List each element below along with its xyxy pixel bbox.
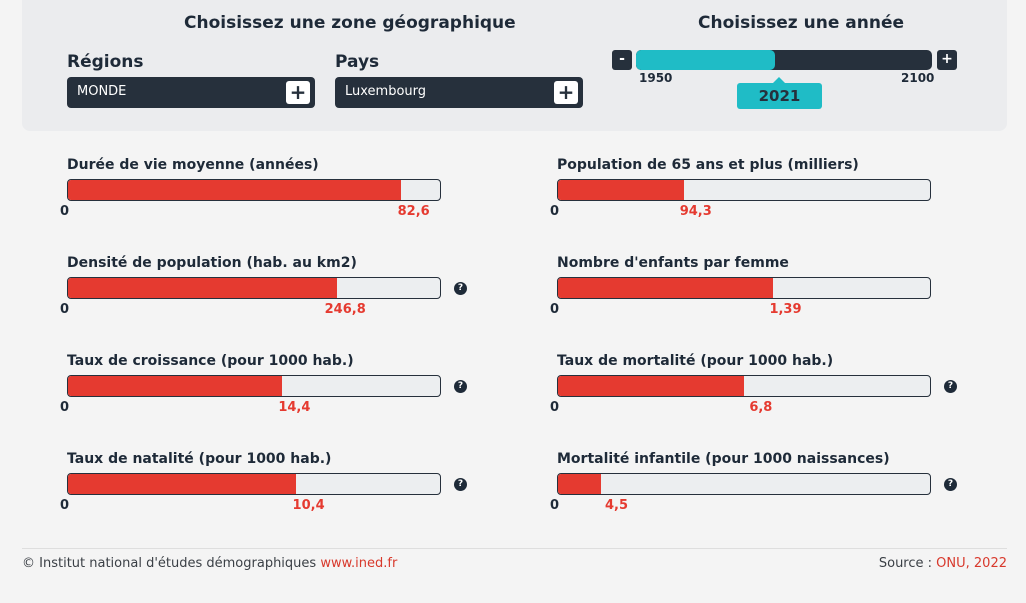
indicator-bar-fill — [68, 278, 338, 298]
indicator-zero-label: 0 — [60, 204, 70, 219]
footer-copyright: © Institut national d'études démographiq… — [22, 556, 397, 571]
indicator-block: Mortalité infantile (pour 1000 naissance… — [550, 451, 977, 531]
year-max-label: 2100 — [901, 71, 935, 85]
indicator-bar — [557, 277, 931, 299]
regions-add-button[interactable]: + — [286, 81, 310, 104]
indicator-bar — [67, 473, 441, 495]
regions-value: MONDE — [77, 84, 127, 99]
indicator-zero-label: 0 — [550, 204, 560, 219]
indicator-value-label: 10,4 — [292, 498, 325, 513]
year-min-label: 1950 — [639, 71, 673, 85]
zone-title: Choisissez une zone géographique — [184, 13, 516, 33]
indicator-bar — [67, 179, 441, 201]
indicator-block: Population de 65 ans et plus (milliers) 0… — [550, 157, 977, 237]
indicator-title: Mortalité infantile (pour 1000 naissance… — [557, 451, 890, 467]
pays-label: Pays — [335, 52, 380, 72]
indicator-bar — [67, 375, 441, 397]
indicator-value-label: 1,39 — [769, 302, 802, 317]
indicator-bar — [557, 179, 931, 201]
footer-divider — [22, 548, 1007, 549]
indicator-block: Taux de croissance (pour 1000 hab.) 0 14,4… — [60, 353, 487, 433]
indicator-block: Taux de natalité (pour 1000 hab.) 0 10,4? — [60, 451, 487, 531]
indicator-zero-label: 0 — [60, 400, 70, 415]
indicator-bar — [557, 375, 931, 397]
help-icon[interactable]: ? — [944, 478, 957, 491]
copyright-text: © Institut national d'études démographiq… — [22, 556, 317, 571]
help-icon[interactable]: ? — [944, 380, 957, 393]
year-slider-fill — [636, 50, 776, 70]
indicator-title: Taux de mortalité (pour 1000 hab.) — [557, 353, 834, 369]
help-icon[interactable]: ? — [454, 478, 467, 491]
indicator-title: Durée de vie moyenne (années) — [67, 157, 319, 173]
indicator-bar-fill — [558, 278, 774, 298]
indicator-block: Durée de vie moyenne (années) 0 82,6 — [60, 157, 487, 237]
indicator-title: Taux de croissance (pour 1000 hab.) — [67, 353, 354, 369]
indicator-bar-fill — [558, 376, 745, 396]
indicator-block: Densité de population (hab. au km2) 0 246,… — [60, 255, 487, 335]
indicator-value-label: 82,6 — [397, 204, 430, 219]
regions-label: Régions — [67, 52, 144, 72]
indicator-bar-fill — [68, 474, 297, 494]
indicator-title: Taux de natalité (pour 1000 hab.) — [67, 451, 332, 467]
year-title: Choisissez une année — [698, 13, 905, 33]
indicator-value-label: 246,8 — [324, 302, 366, 317]
indicator-bar — [557, 473, 931, 495]
indicator-bar-fill — [68, 180, 401, 200]
year-increment-button[interactable]: + — [937, 50, 957, 70]
indicator-bar-fill — [68, 376, 283, 396]
indicator-zero-label: 0 — [550, 302, 560, 317]
source-label: Source : — [878, 556, 933, 571]
year-slider[interactable] — [636, 50, 932, 70]
year-selected-badge: 2021 — [737, 77, 822, 109]
indicator-value-label: 6,8 — [749, 400, 773, 415]
indicator-block: Taux de mortalité (pour 1000 hab.) 0 6,8? — [550, 353, 977, 433]
indicator-zero-label: 0 — [60, 498, 70, 513]
pays-select[interactable]: Luxembourg + — [335, 77, 583, 108]
indicator-bar — [67, 277, 441, 299]
footer-source: Source : ONU, 2022 — [879, 556, 1007, 571]
indicator-title: Nombre d'enfants par femme — [557, 255, 789, 271]
year-decrement-button[interactable]: - — [612, 50, 632, 70]
indicator-bar-fill — [558, 474, 601, 494]
help-icon[interactable]: ? — [454, 282, 467, 295]
indicator-value-label: 4,5 — [604, 498, 628, 513]
indicator-bar-fill — [558, 180, 685, 200]
source-link[interactable]: ONU, 2022 — [936, 556, 1007, 571]
indicator-zero-label: 0 — [550, 498, 560, 513]
indicator-value-label: 14,4 — [278, 400, 311, 415]
indicator-value-label: 94,3 — [679, 204, 712, 219]
regions-select[interactable]: MONDE + — [67, 77, 315, 108]
indicator-title: Densité de population (hab. au km2) — [67, 255, 357, 271]
indicator-title: Population de 65 ans et plus (milliers) — [557, 157, 859, 173]
pays-add-button[interactable]: + — [554, 81, 578, 104]
ined-link[interactable]: www.ined.fr — [320, 556, 398, 571]
pays-value: Luxembourg — [345, 84, 427, 99]
indicator-zero-label: 0 — [60, 302, 70, 317]
indicator-zero-label: 0 — [550, 400, 560, 415]
indicator-block: Nombre d'enfants par femme 0 1,39 — [550, 255, 977, 335]
help-icon[interactable]: ? — [454, 380, 467, 393]
